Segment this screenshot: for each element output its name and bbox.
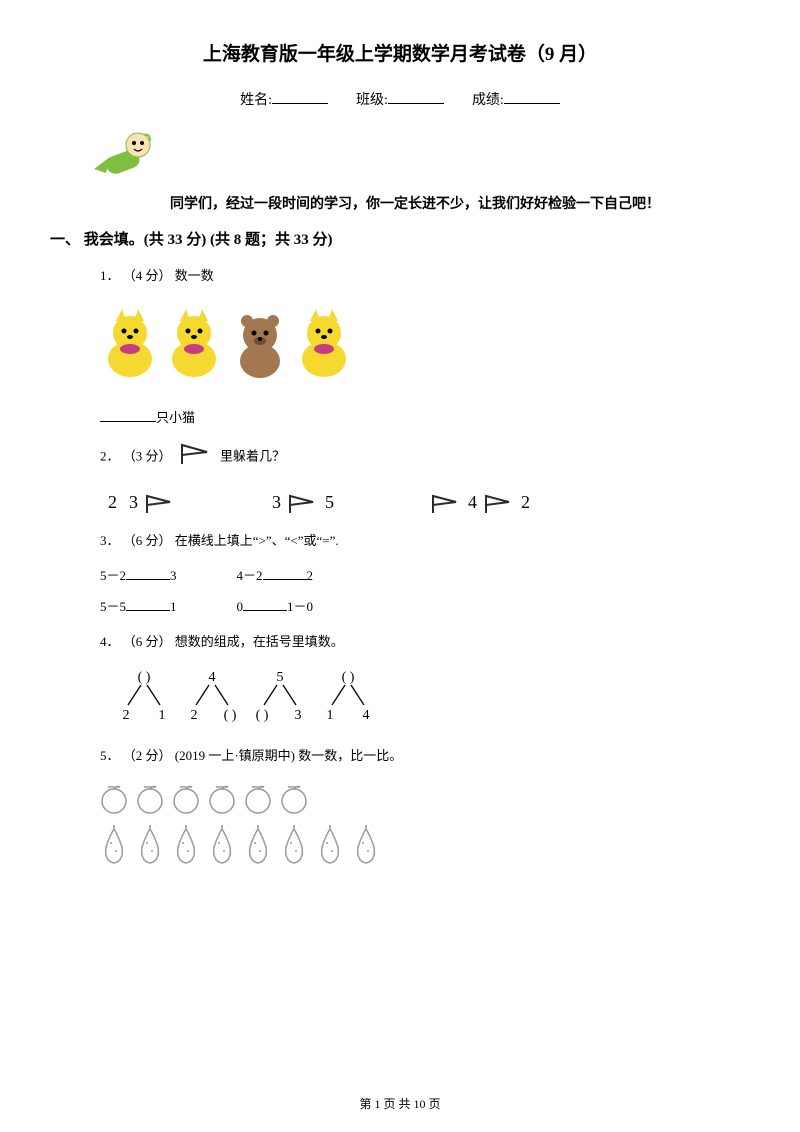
page-title: 上海教育版一年级上学期数学月考试卷（9 月） xyxy=(60,40,740,70)
svg-text:1: 1 xyxy=(159,708,166,723)
section-1-heading: 一、 我会填。(共 33 分) (共 8 题；共 33 分) xyxy=(50,228,740,252)
q3-blank[interactable] xyxy=(126,567,170,580)
svg-text:4: 4 xyxy=(363,708,370,723)
q1-tail: 只小猫 xyxy=(156,410,195,425)
flag-icon xyxy=(179,442,213,473)
svg-text:3: 3 xyxy=(295,708,302,723)
q5: 5． （2 分） (2019 一上·镇原期中) 数一数，比一比。 xyxy=(100,746,740,767)
svg-text:( ): ( ) xyxy=(342,670,355,685)
q2: 2． （3 分） 里躲着几？ xyxy=(100,442,740,473)
svg-text:5: 5 xyxy=(277,670,284,685)
q3-blank[interactable] xyxy=(243,598,287,611)
q3-row: 5－234－22 xyxy=(100,565,740,586)
class-label: 班级: xyxy=(356,93,388,108)
q3-blank[interactable] xyxy=(126,598,170,611)
name-label: 姓名: xyxy=(240,93,272,108)
q2-group: 35 xyxy=(266,488,340,517)
svg-text:( ): ( ) xyxy=(256,708,269,723)
q2-group: 42 xyxy=(430,488,536,517)
svg-text:( ): ( ) xyxy=(138,670,151,685)
svg-text:2: 2 xyxy=(123,708,130,723)
pencil-icon xyxy=(90,123,740,186)
q2-groups: 23 35 42 xyxy=(102,487,740,516)
q3-row: 5－5101－0 xyxy=(100,597,740,618)
class-blank[interactable] xyxy=(388,90,444,104)
page-footer: 第 1 页 共 10 页 xyxy=(60,1095,740,1114)
q1-blank[interactable] xyxy=(100,409,156,422)
q5-label: 5． （2 分） (2019 一上·镇原期中) 数一数，比一比。 xyxy=(100,748,402,763)
intro-text: 同学们，经过一段时间的学习，你一定长进不少，让我们好好检验一下自己吧！ xyxy=(170,194,740,216)
q1: 1． （4 分） 数一数 xyxy=(100,266,740,428)
score-label: 成绩: xyxy=(472,93,504,108)
name-blank[interactable] xyxy=(272,90,328,104)
q2-group: 23 xyxy=(102,488,176,517)
svg-text:1: 1 xyxy=(327,708,334,723)
q1-image xyxy=(100,299,740,396)
q2-label: 2． （3 分） xyxy=(100,449,172,464)
info-row: 姓名: 班级: 成绩: xyxy=(60,90,740,112)
q4-label: 4． （6 分） 想数的组成，在括号里填数。 xyxy=(100,634,344,649)
q3: 3． （6 分） 在横线上填上“>”、“<”或“=”. xyxy=(100,531,740,552)
q3-blank[interactable] xyxy=(263,567,307,580)
svg-text:2: 2 xyxy=(191,708,198,723)
score-blank[interactable] xyxy=(504,90,560,104)
q4-diagram: ( ) 2 1 4 2 ( ) 5 ( ) 3 ( ) 1 4 xyxy=(102,667,740,732)
svg-text:( ): ( ) xyxy=(224,708,237,723)
q1-label: 1． （4 分） 数一数 xyxy=(100,268,214,283)
svg-text:4: 4 xyxy=(209,670,216,685)
q4: 4． （6 分） 想数的组成，在括号里填数。 xyxy=(100,632,740,653)
q2-tail: 里躲着几？ xyxy=(220,449,285,464)
q3-label: 3． （6 分） 在横线上填上“>”、“<”或“=”. xyxy=(100,533,339,548)
q5-image xyxy=(100,781,740,878)
